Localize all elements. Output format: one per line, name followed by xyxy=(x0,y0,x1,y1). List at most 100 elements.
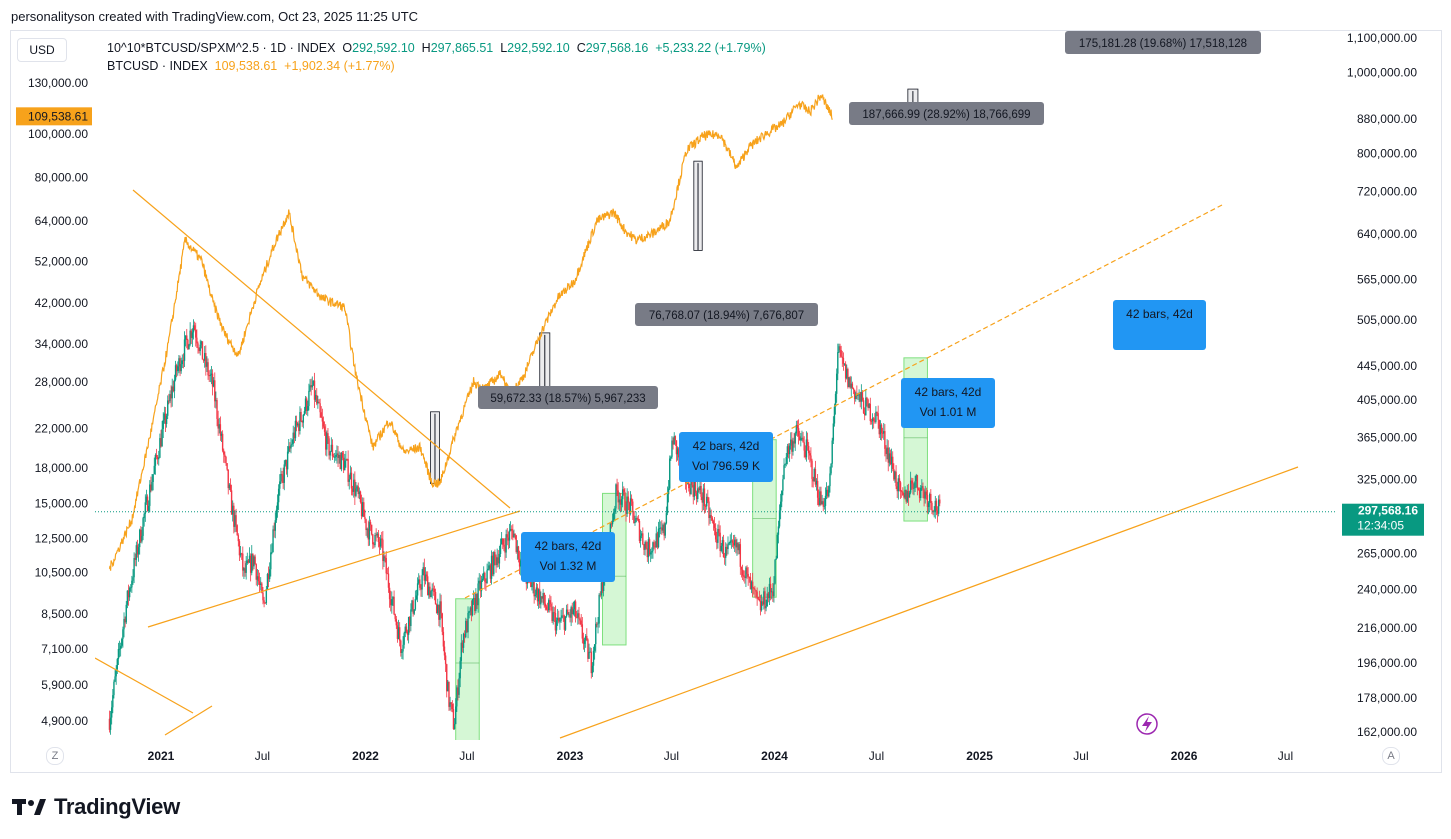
candle-body xyxy=(672,440,674,445)
candle-body xyxy=(182,360,185,362)
candle-body xyxy=(483,572,485,579)
candle-body xyxy=(559,620,561,622)
candle-body xyxy=(926,495,929,507)
right-axis-tick-12: 265,000.00 xyxy=(1357,547,1417,561)
candle xyxy=(769,576,772,601)
candle xyxy=(902,487,904,496)
candle-body xyxy=(491,555,494,575)
candle-body xyxy=(424,574,427,581)
candle xyxy=(152,474,154,491)
candle xyxy=(305,396,308,415)
candle-body xyxy=(348,479,350,482)
candle-body xyxy=(291,443,293,445)
candle xyxy=(461,640,464,653)
candle-body xyxy=(920,487,922,499)
candle xyxy=(154,453,157,475)
candle xyxy=(395,616,398,629)
last-price-tag-bg xyxy=(1342,503,1424,536)
candle xyxy=(418,573,420,585)
candle-body xyxy=(453,724,456,730)
candle xyxy=(849,375,851,389)
left-axis-tick-5: 42,000.00 xyxy=(35,296,89,310)
candle xyxy=(879,420,882,440)
candle xyxy=(282,467,284,489)
candle-body xyxy=(776,534,779,559)
candle-body xyxy=(593,644,596,651)
candle-body xyxy=(918,489,921,499)
candle-body xyxy=(418,579,420,584)
candle-body xyxy=(325,431,327,450)
candle-body xyxy=(400,640,402,653)
candle xyxy=(246,552,248,565)
candle xyxy=(247,558,250,564)
candle xyxy=(846,364,848,380)
candle-body xyxy=(673,436,675,445)
candle-body xyxy=(364,516,366,520)
candle-body xyxy=(326,433,328,450)
candle-body xyxy=(180,364,182,372)
candle-body xyxy=(292,432,294,444)
candle-body xyxy=(878,419,880,435)
candle-body xyxy=(327,433,329,439)
candle-body xyxy=(927,502,930,507)
candle-body xyxy=(263,600,265,603)
candle xyxy=(317,395,319,409)
date-range-zone-0 xyxy=(455,598,480,740)
candle xyxy=(123,612,125,638)
candle xyxy=(478,573,480,591)
right-axis-tick-14: 216,000.00 xyxy=(1357,621,1417,635)
date-range-label-vol-1: Vol 796.59 K xyxy=(692,459,760,473)
candle-body xyxy=(459,660,461,679)
candle-body xyxy=(548,600,550,611)
candle xyxy=(904,486,906,500)
auto-scale-left-button[interactable]: Z xyxy=(46,747,64,765)
date-range-label-bg-2 xyxy=(901,378,995,428)
candle xyxy=(813,467,815,482)
candle xyxy=(758,590,761,602)
left-axis-tick-8: 22,000.00 xyxy=(35,422,89,436)
candle-body xyxy=(236,525,238,536)
candle-body xyxy=(379,538,382,547)
btc-price-tag: 109,538.61 xyxy=(28,109,88,123)
candle xyxy=(234,510,236,533)
candle xyxy=(543,592,545,608)
candle xyxy=(467,606,469,639)
candle-body xyxy=(139,529,141,548)
candle xyxy=(189,322,191,347)
candle xyxy=(270,544,272,577)
legend-main-symbol[interactable]: 10^10*BTCUSD/SPXM^2.5 · 1D · INDEX xyxy=(107,41,336,55)
candle-body xyxy=(224,454,226,457)
currency-button[interactable]: USD xyxy=(17,38,67,62)
candle-body xyxy=(248,555,251,563)
candle-body xyxy=(178,358,180,367)
auto-scale-right-button[interactable]: A xyxy=(1382,747,1400,765)
candle xyxy=(347,450,349,487)
candle-body xyxy=(692,484,694,497)
legend-secondary-row: BTCUSD · INDEX 109,538.61 +1,902.34 (+1.… xyxy=(107,57,766,75)
candle xyxy=(753,586,755,595)
candle xyxy=(126,590,129,609)
candle-body xyxy=(478,580,480,584)
candle-body xyxy=(629,498,632,514)
candle-body xyxy=(438,604,440,620)
candle xyxy=(232,500,234,522)
candle xyxy=(500,531,503,545)
tradingview-logo[interactable]: TradingView xyxy=(12,794,180,820)
x-axis-tick-2: 2022 xyxy=(352,749,379,763)
candle-body xyxy=(219,424,222,436)
candle xyxy=(394,613,396,622)
candle xyxy=(393,590,395,616)
candle xyxy=(366,527,368,538)
candle-body xyxy=(200,341,203,345)
candle-body xyxy=(660,527,662,529)
legend-secondary-symbol[interactable]: BTCUSD · INDEX xyxy=(107,59,208,73)
candle xyxy=(140,526,142,543)
candle-body xyxy=(388,587,391,600)
candle xyxy=(744,570,746,584)
price-range-label-3: 175,181.28 (19.68%) 17,518,128 xyxy=(1079,38,1247,50)
candle-body xyxy=(447,681,449,692)
candle-body xyxy=(865,397,867,416)
candle-body xyxy=(254,556,256,565)
candle-body xyxy=(147,505,150,511)
